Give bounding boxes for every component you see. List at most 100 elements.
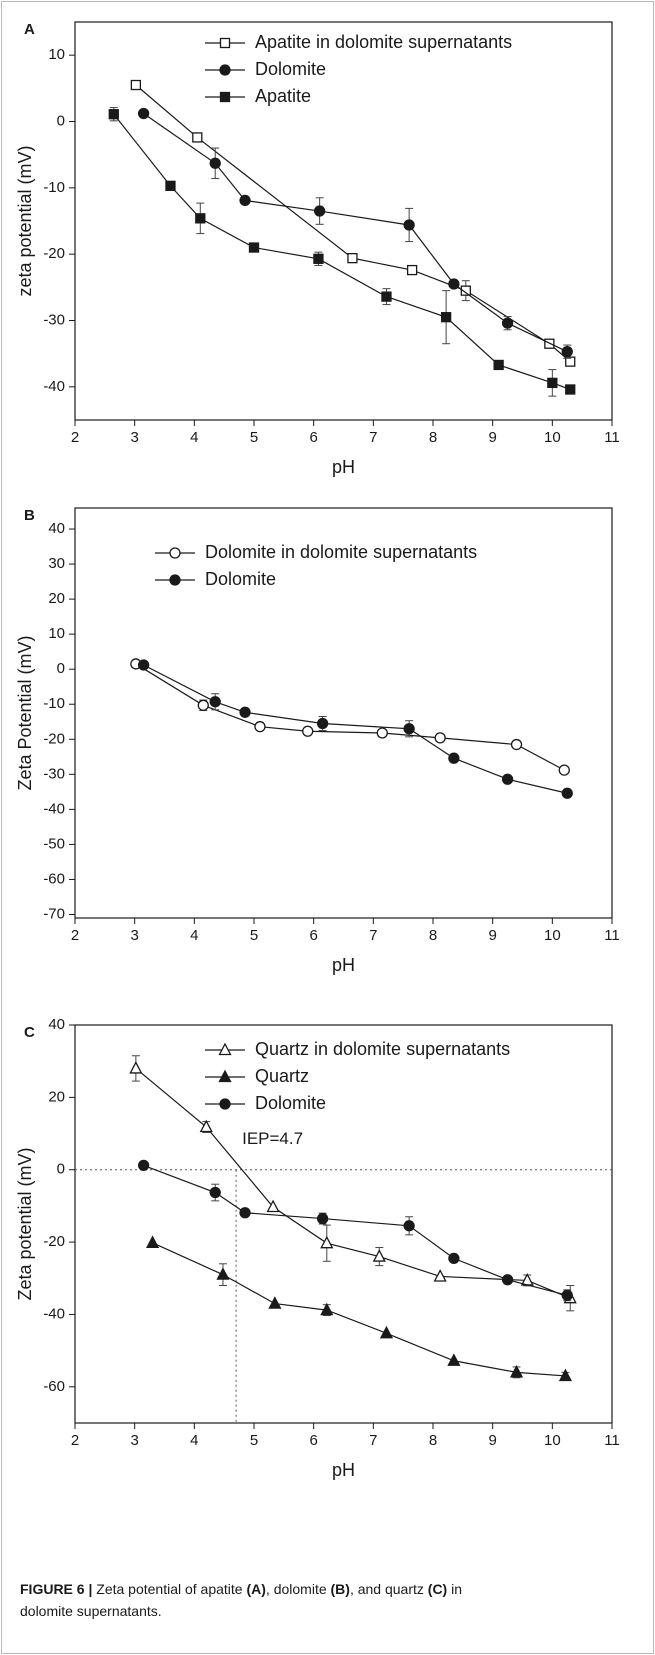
data-point (347, 252, 358, 264)
data-point (195, 213, 206, 224)
y-tick-label: 0 (57, 112, 65, 129)
data-point (565, 384, 576, 395)
legend-marker (169, 574, 181, 586)
y-tick-label: 20 (48, 590, 65, 607)
x-tick-label: 2 (71, 927, 79, 944)
data-point (440, 312, 452, 323)
data-point (313, 253, 324, 264)
data-point (268, 1296, 282, 1309)
legend-marker (219, 37, 231, 49)
data-point (372, 1249, 386, 1262)
panel-label: A (24, 21, 35, 38)
legend-label: Quartz in dolomite supernatants (255, 1039, 510, 1059)
y-axis-label: zeta potential (mV) (15, 145, 35, 296)
data-point (129, 1061, 143, 1074)
x-axis-label: pH (332, 457, 355, 477)
y-tick-label: -40 (43, 1305, 65, 1322)
y-axis-label: Zeta Potential (mV) (15, 635, 35, 790)
data-point (192, 132, 203, 143)
data-point (510, 738, 523, 751)
data-point (448, 278, 460, 290)
data-point (448, 752, 460, 764)
data-point (197, 699, 209, 711)
x-tick-label: 11 (604, 429, 620, 446)
data-point (254, 721, 266, 733)
data-point (434, 732, 446, 744)
data-point (137, 107, 150, 120)
data-point (239, 706, 251, 718)
y-tick-label: -20 (43, 245, 65, 262)
x-tick-label: 2 (71, 1432, 79, 1449)
plot-frame (74, 21, 613, 421)
legend-marker (219, 1098, 231, 1110)
y-tick-label: -30 (43, 765, 65, 782)
data-point (558, 1368, 573, 1382)
data-point (565, 356, 576, 367)
series-line (143, 1164, 568, 1296)
data-point (199, 1119, 213, 1133)
data-point (403, 1220, 415, 1232)
data-point (239, 194, 251, 207)
x-tick-label: 5 (250, 429, 258, 446)
data-point (381, 291, 392, 302)
data-point (320, 1302, 334, 1316)
x-tick-label: 11 (604, 927, 620, 944)
plot-frame (74, 507, 613, 919)
plot-frame (74, 1024, 613, 1424)
x-tick-label: 3 (130, 927, 138, 944)
x-tick-label: 4 (190, 429, 198, 446)
data-point (558, 764, 570, 776)
data-point (501, 317, 514, 329)
y-tick-label: -10 (43, 179, 65, 196)
legend-marker (219, 91, 231, 103)
y-tick-label: -30 (43, 311, 65, 328)
y-tick-label: 30 (48, 555, 65, 572)
x-tick-label: 7 (369, 927, 377, 944)
y-tick-label: 40 (48, 520, 65, 537)
data-point (501, 1274, 514, 1286)
data-point (248, 242, 260, 253)
data-point (108, 109, 119, 120)
data-point (239, 1207, 251, 1219)
x-tick-label: 8 (429, 927, 437, 944)
legend-label: Dolomite (205, 569, 276, 589)
data-point (561, 787, 573, 799)
y-tick-label: -50 (43, 835, 65, 852)
y-tick-label: -20 (43, 730, 65, 747)
data-point (403, 723, 415, 735)
data-point (209, 157, 221, 169)
data-point (493, 359, 504, 371)
data-point (216, 1267, 230, 1280)
legend-marker (169, 547, 181, 559)
x-tick-label: 9 (488, 429, 496, 446)
data-point (137, 659, 150, 671)
caption-text: Zeta potential of apatite (92, 1581, 246, 1597)
y-tick-label: 10 (48, 46, 65, 63)
data-point (448, 1252, 460, 1265)
series-line (135, 1067, 571, 1299)
data-point (145, 1235, 160, 1248)
x-axis-label: pH (332, 1460, 355, 1480)
y-tick-label: 20 (48, 1088, 65, 1105)
y-tick-label: -40 (43, 378, 65, 395)
data-point (509, 1364, 524, 1378)
y-axis-label: Zeta potential (mV) (15, 1147, 35, 1300)
x-tick-label: 10 (544, 429, 561, 446)
data-point (266, 1199, 280, 1213)
x-tick-label: 10 (544, 1432, 561, 1449)
data-point (403, 219, 415, 231)
x-tick-label: 9 (488, 927, 496, 944)
data-point (320, 1235, 334, 1249)
x-tick-label: 6 (309, 927, 317, 944)
data-point (130, 79, 142, 91)
caption-text: , dolomite (266, 1581, 331, 1597)
caption-text: in (447, 1581, 462, 1597)
x-tick-label: 7 (369, 429, 377, 446)
x-tick-label: 9 (488, 1432, 496, 1449)
caption-text: dolomite supernatants. (20, 1603, 162, 1619)
y-tick-label: -20 (43, 1233, 65, 1250)
data-point (547, 377, 558, 389)
data-point (209, 1186, 221, 1199)
